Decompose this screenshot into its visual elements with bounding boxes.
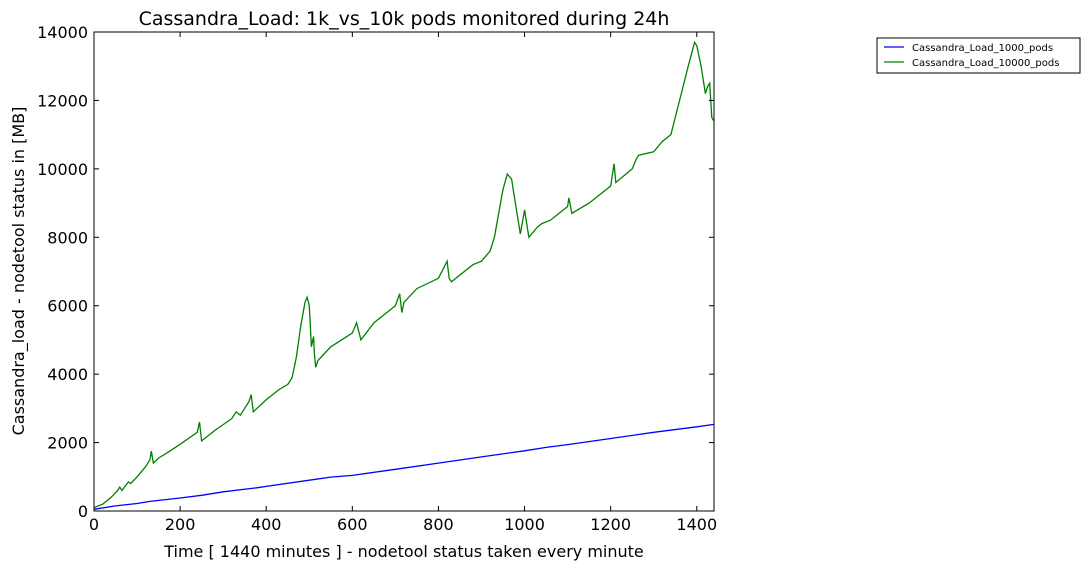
x-tick-label: 1400	[676, 515, 717, 534]
y-tick-label: 8000	[47, 228, 88, 247]
plot-area	[93, 40, 715, 510]
legend-box	[876, 37, 1081, 74]
y-tick-label: 14000	[37, 23, 88, 42]
series-line-cassandra-load-1000-pods	[93, 423, 715, 510]
y-tick-label: 0	[78, 502, 88, 521]
x-tick-label: 600	[337, 515, 368, 534]
x-axis-title: Time [ 1440 minutes ] - nodetool status …	[163, 542, 644, 561]
series-line-cassandra-load-10000-pods	[93, 40, 715, 509]
x-tick-label: 800	[423, 515, 454, 534]
y-tick-label: 4000	[47, 365, 88, 384]
y-axis-title: Cassandra_load - nodetool status in [MB]	[9, 107, 29, 436]
y-tick-label: 10000	[37, 160, 88, 179]
chart-title: Cassandra_Load: 1k_vs_10k pods monitored…	[139, 8, 670, 30]
y-tick-label: 6000	[47, 297, 88, 316]
x-tick-label: 1000	[504, 515, 545, 534]
legend-label-1000-pods: Cassandra_Load_1000_pods	[912, 43, 1053, 54]
x-tick-label: 200	[165, 515, 196, 534]
plot-frame	[93, 31, 715, 512]
x-tick-label: 0	[89, 515, 99, 534]
y-tick-label: 12000	[37, 91, 88, 110]
x-tick-label: 400	[251, 515, 282, 534]
legend-label-10000-pods: Cassandra_Load_10000_pods	[912, 58, 1059, 69]
x-tick-label: 1200	[590, 515, 631, 534]
legend: Cassandra_Load_1000_pods Cassandra_Load_…	[876, 37, 1081, 74]
y-tick-label: 2000	[47, 434, 88, 453]
axis-ticks: 0 200 400 600 800 1000 1200 1400020004000600080…	[37, 23, 717, 534]
